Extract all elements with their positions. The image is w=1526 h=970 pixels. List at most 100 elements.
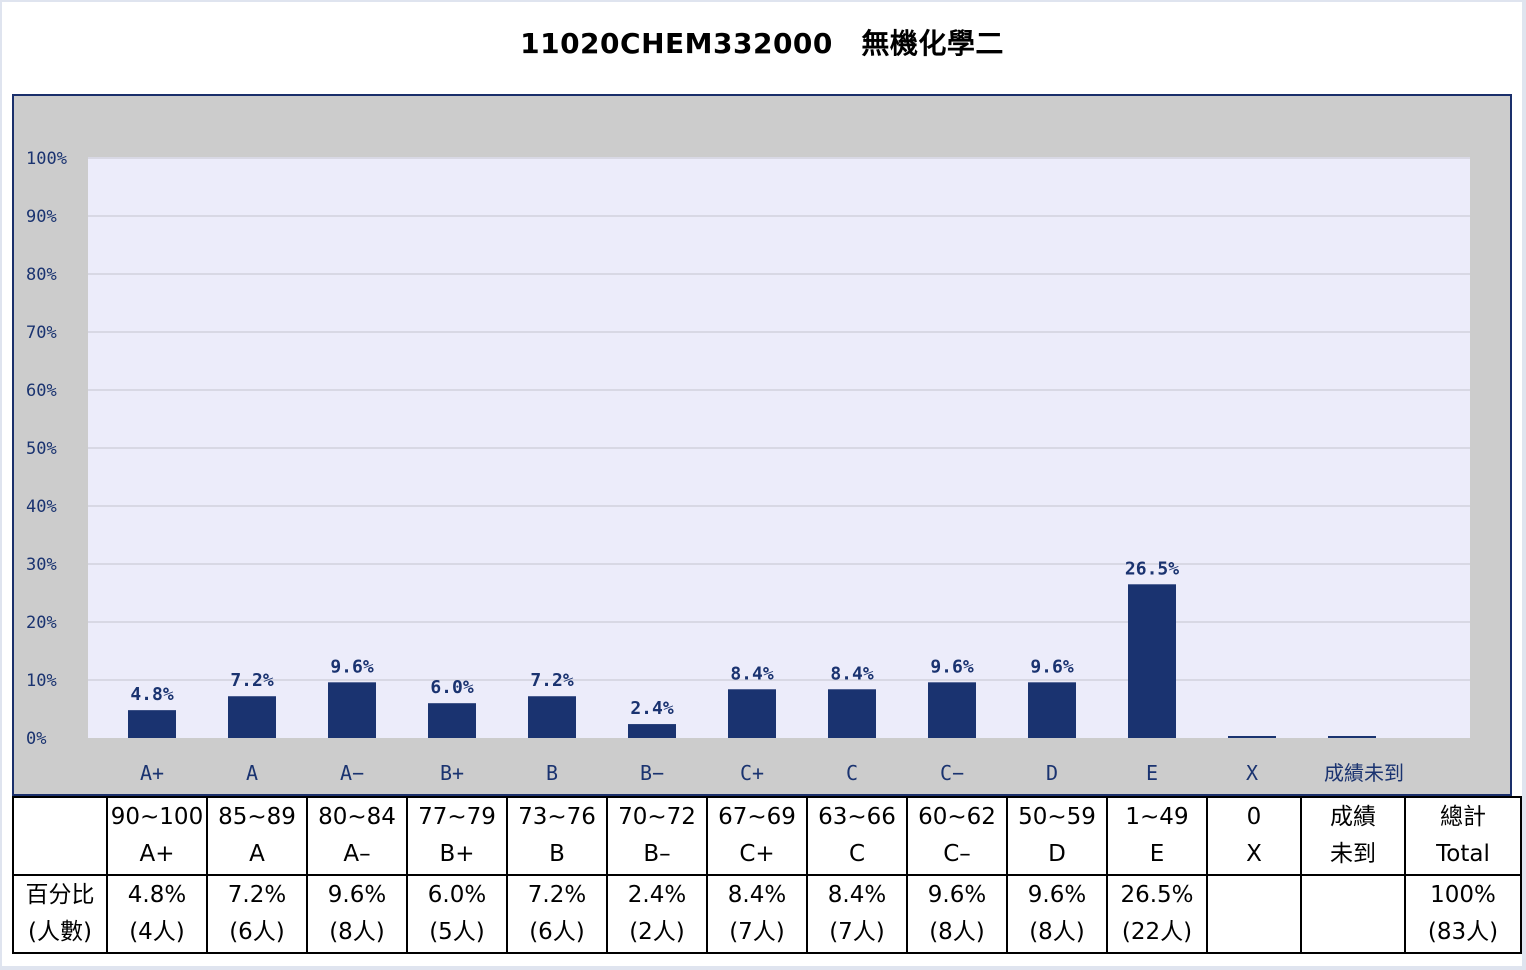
grade-letter: A+ bbox=[139, 841, 175, 867]
grade-table: 90~100 A+ 85~89 A 80~84 A– 77~79 B+ 73~76 B 70~72 B… bbox=[12, 796, 1522, 954]
grade-letter: C+ bbox=[739, 841, 775, 867]
table-header-cell: 1~49 E bbox=[1106, 796, 1208, 876]
score-range: 成績 bbox=[1330, 804, 1376, 830]
score-range: 63~66 bbox=[818, 804, 896, 830]
grade-letter: D bbox=[1048, 841, 1066, 867]
table-value-cell: 9.6% (8人) bbox=[906, 874, 1008, 954]
grade-letter: E bbox=[1149, 841, 1165, 867]
y-tick-label: 30% bbox=[26, 555, 57, 575]
table-header-cell: 63~66 C bbox=[806, 796, 908, 876]
y-tick-label: 20% bbox=[26, 613, 57, 633]
score-range: 73~76 bbox=[518, 804, 596, 830]
score-range: 50~59 bbox=[1018, 804, 1096, 830]
table-value-cell: 100% (83人) bbox=[1404, 874, 1522, 954]
x-category-label: A bbox=[246, 761, 258, 785]
table-value-cell: 百分比 (人數) bbox=[12, 874, 108, 954]
table-value-cell: 2.4% (2人) bbox=[606, 874, 708, 954]
bar-data-label: 9.6% bbox=[1030, 656, 1074, 677]
x-category-label: E bbox=[1146, 761, 1158, 785]
grade-letter: A– bbox=[343, 841, 371, 867]
y-tick-label: 90% bbox=[26, 207, 57, 227]
bar-chart: 0% 10% 20% 30% 40% 50% 60% 70% 80% 90% 100% 4.8% A+ 7… bbox=[26, 149, 1470, 785]
table-value-cell: 7.2% (6人) bbox=[206, 874, 308, 954]
y-tick-label: 40% bbox=[26, 497, 57, 517]
percentage-value: 9.6% bbox=[327, 882, 387, 908]
table-header-cell: 成績 未到 bbox=[1300, 796, 1406, 876]
percentage-value: 8.4% bbox=[727, 882, 787, 908]
grade-letter: B– bbox=[643, 841, 671, 867]
score-range: 70~72 bbox=[618, 804, 696, 830]
score-range: 67~69 bbox=[718, 804, 796, 830]
percentage-value: 2.4% bbox=[627, 882, 687, 908]
bar bbox=[1228, 736, 1276, 738]
y-tick-label: 50% bbox=[26, 439, 57, 459]
student-count: (8人) bbox=[929, 919, 985, 945]
grade-letter: C– bbox=[943, 841, 971, 867]
x-category-label: D bbox=[1046, 761, 1058, 785]
student-count: (5人) bbox=[429, 919, 485, 945]
table-header-cell: 77~79 B+ bbox=[406, 796, 508, 876]
score-range: 85~89 bbox=[218, 804, 296, 830]
grade-letter: 未到 bbox=[1330, 841, 1376, 867]
bar-data-label: 7.2% bbox=[530, 670, 574, 691]
percentage-value: 7.2% bbox=[227, 882, 287, 908]
student-count: (22人) bbox=[1121, 919, 1193, 945]
table-value-cell: 9.6% (8人) bbox=[1006, 874, 1108, 954]
bar-data-label: 6.0% bbox=[430, 677, 474, 698]
percentage-value: 4.8% bbox=[127, 882, 187, 908]
bar-data-label: 2.4% bbox=[630, 698, 674, 719]
score-range: 60~62 bbox=[918, 804, 996, 830]
table-header-cell: 80~84 A– bbox=[306, 796, 408, 876]
student-count: (6人) bbox=[529, 919, 585, 945]
student-count: (7人) bbox=[729, 919, 785, 945]
student-count: (8人) bbox=[329, 919, 385, 945]
table-header-cell: 50~59 D bbox=[1006, 796, 1108, 876]
x-category-label: 成績未到 bbox=[1324, 761, 1404, 785]
y-tick-label: 70% bbox=[26, 323, 57, 343]
grade-letter: B bbox=[549, 841, 565, 867]
table-header-row: 90~100 A+ 85~89 A 80~84 A– 77~79 B+ 73~76 B 70~72 B… bbox=[12, 796, 1522, 876]
x-category-label: X bbox=[1246, 761, 1258, 785]
score-range: 0 bbox=[1246, 804, 1262, 830]
x-category-label: B bbox=[546, 761, 558, 785]
x-category-label: C− bbox=[940, 761, 964, 785]
table-value-cell: 26.5% (22人) bbox=[1106, 874, 1208, 954]
table-value-cell bbox=[1206, 874, 1302, 954]
y-tick-label: 60% bbox=[26, 381, 57, 401]
bar bbox=[328, 682, 376, 738]
percentage-value: 6.0% bbox=[427, 882, 487, 908]
percentage-value: 100% bbox=[1430, 882, 1496, 908]
score-range: 總計 bbox=[1440, 804, 1486, 830]
table-value-cell: 9.6% (8人) bbox=[306, 874, 408, 954]
bar bbox=[1328, 736, 1376, 738]
y-tick-label: 80% bbox=[26, 265, 57, 285]
bar bbox=[228, 696, 276, 738]
table-value-cell: 8.4% (7人) bbox=[706, 874, 808, 954]
bar-data-label: 7.2% bbox=[230, 670, 274, 691]
y-tick-label: 10% bbox=[26, 671, 57, 691]
table-value-cell: 7.2% (6人) bbox=[506, 874, 608, 954]
grade-letter: A bbox=[249, 841, 265, 867]
percentage-value: 26.5% bbox=[1120, 882, 1194, 908]
percentage-value: 7.2% bbox=[527, 882, 587, 908]
bar-data-label: 9.6% bbox=[330, 656, 374, 677]
table-header-cell: 70~72 B– bbox=[606, 796, 708, 876]
table-header-cell: 73~76 B bbox=[506, 796, 608, 876]
table-header-cell: 85~89 A bbox=[206, 796, 308, 876]
table-value-cell: 6.0% (5人) bbox=[406, 874, 508, 954]
grade-letter: C bbox=[848, 841, 866, 867]
student-count: (8人) bbox=[1029, 919, 1085, 945]
percentage-value: 8.4% bbox=[827, 882, 887, 908]
score-range: 80~84 bbox=[318, 804, 396, 830]
grade-letter: X bbox=[1246, 841, 1262, 867]
student-count: (2人) bbox=[629, 919, 685, 945]
percentage-value: 百分比 bbox=[25, 882, 95, 908]
grade-letter: B+ bbox=[439, 841, 475, 867]
bar-chart-frame: 0% 10% 20% 30% 40% 50% 60% 70% 80% 90% 100% 4.8% A+ 7… bbox=[12, 94, 1512, 796]
table-value-cell: 4.8% (4人) bbox=[106, 874, 208, 954]
x-category-label: A+ bbox=[140, 761, 164, 785]
score-range: 1~49 bbox=[1125, 804, 1189, 830]
bar bbox=[528, 696, 576, 738]
score-range: 90~100 bbox=[110, 804, 204, 830]
